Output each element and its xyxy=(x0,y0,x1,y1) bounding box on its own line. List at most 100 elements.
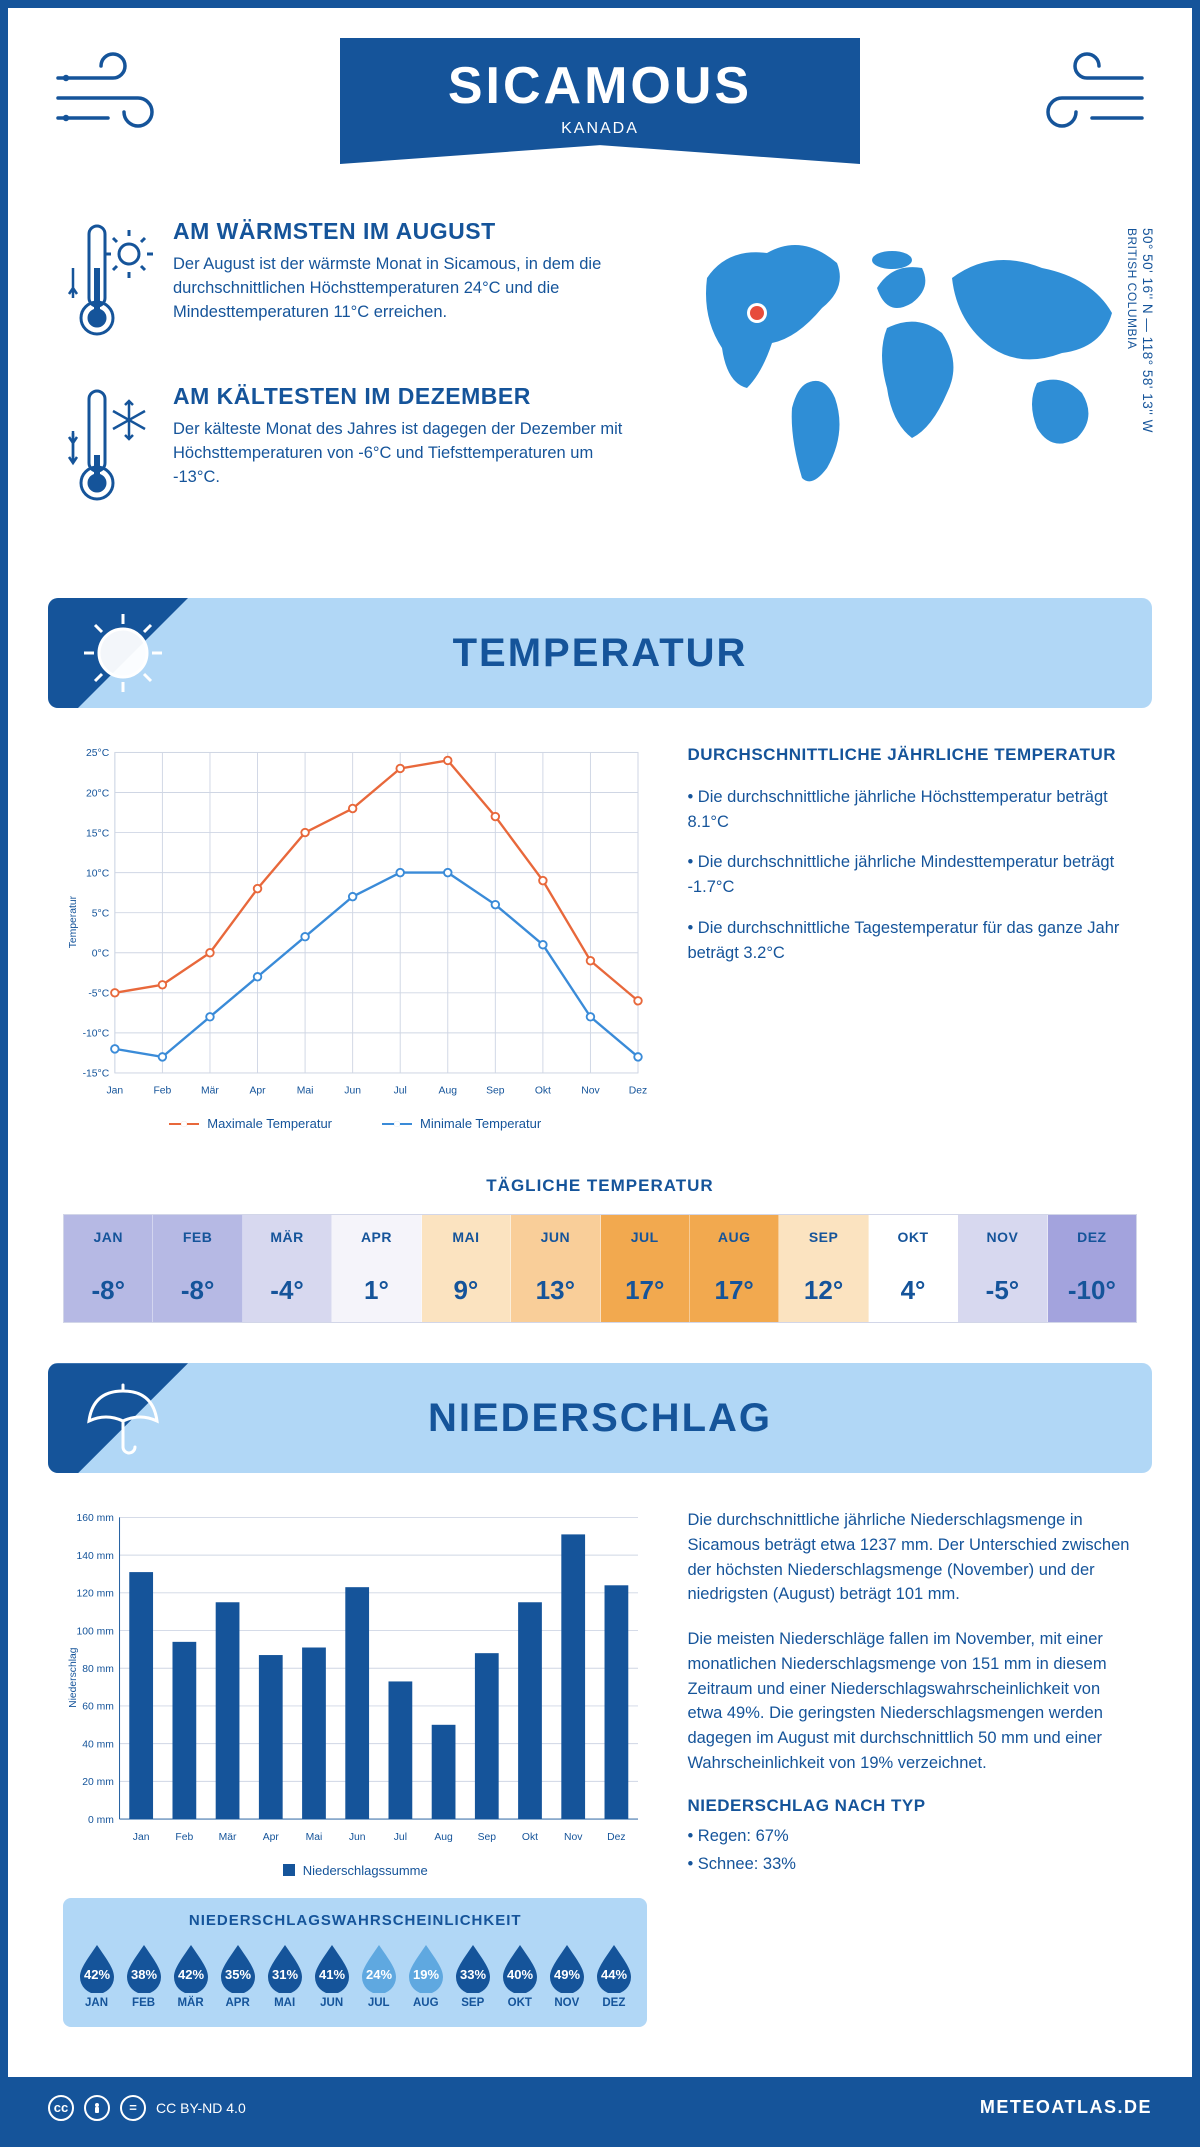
svg-text:80 mm: 80 mm xyxy=(82,1664,114,1675)
coldest-title: AM KÄLTESTEN IM DEZEMBER xyxy=(173,383,637,410)
coldest-text: Der kälteste Monat des Jahres ist dagege… xyxy=(173,418,637,490)
daily-cell: JUN13° xyxy=(511,1215,600,1322)
svg-text:Dez: Dez xyxy=(629,1086,647,1097)
precip-summary: Die durchschnittliche jährliche Niedersc… xyxy=(687,1508,1137,2026)
svg-text:-15°C: -15°C xyxy=(83,1069,110,1080)
coordinates: 50° 50' 16'' N — 118° 58' 13'' W BRITISH… xyxy=(1125,228,1155,433)
daily-cell: JUL17° xyxy=(601,1215,690,1322)
svg-text:Jun: Jun xyxy=(344,1086,361,1097)
region-text: BRITISH COLUMBIA xyxy=(1125,228,1139,349)
svg-text:31%: 31% xyxy=(272,1967,298,1982)
svg-text:Aug: Aug xyxy=(434,1832,453,1843)
svg-text:Jun: Jun xyxy=(349,1832,366,1843)
prob-drop: 42%MÄR xyxy=(170,1941,212,2009)
temperature-title: TEMPERATUR xyxy=(453,631,748,676)
svg-text:Feb: Feb xyxy=(153,1086,171,1097)
warmest-block: AM WÄRMSTEN IM AUGUST Der August ist der… xyxy=(63,218,637,353)
precip-chart: Niederschlag0 mm20 mm40 mm60 mm80 mm100 … xyxy=(63,1508,647,1877)
daily-temp-title: TÄGLICHE TEMPERATUR xyxy=(8,1176,1192,1196)
prob-drop: 33%SEP xyxy=(452,1941,494,2009)
svg-text:-10°C: -10°C xyxy=(83,1029,110,1040)
svg-text:Niederschlag: Niederschlag xyxy=(68,1647,79,1708)
world-map: 50° 50' 16'' N — 118° 58' 13'' W BRITISH… xyxy=(667,218,1137,548)
svg-text:Sep: Sep xyxy=(478,1832,497,1843)
temperature-chart: Temperatur-15°C-10°C-5°C0°C5°C10°C15°C20… xyxy=(63,743,647,1131)
precip-p1: Die durchschnittliche jährliche Niedersc… xyxy=(687,1508,1137,1607)
precip-probability-box: NIEDERSCHLAGSWAHRSCHEINLICHKEIT 42%JAN38… xyxy=(63,1898,647,2027)
prob-drop: 42%JAN xyxy=(76,1941,118,2009)
svg-text:Sep: Sep xyxy=(486,1086,505,1097)
svg-text:Jul: Jul xyxy=(394,1086,407,1097)
nd-icon: = xyxy=(120,2095,146,2121)
prob-drop: 49%NOV xyxy=(546,1941,588,2009)
daily-cell: DEZ-10° xyxy=(1048,1215,1136,1322)
svg-text:42%: 42% xyxy=(178,1967,204,1982)
prob-drop: 35%APR xyxy=(217,1941,259,2009)
city-name: SICAMOUS xyxy=(340,56,860,116)
svg-text:Temperatur: Temperatur xyxy=(68,895,79,948)
umbrella-icon xyxy=(78,1373,168,1463)
svg-text:0°C: 0°C xyxy=(92,949,110,960)
daily-cell: OKT4° xyxy=(869,1215,958,1322)
warmest-title: AM WÄRMSTEN IM AUGUST xyxy=(173,218,637,245)
svg-text:38%: 38% xyxy=(131,1967,157,1982)
page-container: SICAMOUS KANADA AM WÄRMSTEN IM AUGUST De… xyxy=(0,0,1200,2147)
footer: cc = CC BY-ND 4.0 METEOATLAS.DE xyxy=(8,2077,1192,2139)
precip-p2: Die meisten Niederschläge fallen im Nove… xyxy=(687,1627,1137,1776)
svg-text:100 mm: 100 mm xyxy=(76,1627,113,1638)
prob-drop: 38%FEB xyxy=(123,1941,165,2009)
svg-text:40 mm: 40 mm xyxy=(82,1740,114,1751)
svg-text:160 mm: 160 mm xyxy=(76,1513,113,1524)
svg-text:24%: 24% xyxy=(366,1967,392,1982)
precip-header: NIEDERSCHLAG xyxy=(48,1363,1152,1473)
svg-text:Feb: Feb xyxy=(175,1832,193,1843)
svg-text:Okt: Okt xyxy=(535,1086,551,1097)
legend-max: Maximale Temperatur xyxy=(207,1116,332,1131)
daily-temp-table: JAN-8°FEB-8°MÄR-4°APR1°MAI9°JUN13°JUL17°… xyxy=(63,1214,1137,1323)
svg-text:44%: 44% xyxy=(601,1967,627,1982)
svg-text:Mär: Mär xyxy=(201,1086,219,1097)
prob-drop: 19%AUG xyxy=(405,1941,447,2009)
license-block: cc = CC BY-ND 4.0 xyxy=(48,2095,246,2121)
prob-drop: 24%JUL xyxy=(358,1941,400,2009)
cc-icon: cc xyxy=(48,2095,74,2121)
svg-text:Nov: Nov xyxy=(564,1832,583,1843)
svg-text:20°C: 20°C xyxy=(86,788,110,799)
precip-legend: Niederschlagssumme xyxy=(63,1863,647,1878)
svg-text:33%: 33% xyxy=(460,1967,486,1982)
svg-text:Okt: Okt xyxy=(522,1832,538,1843)
header: SICAMOUS KANADA xyxy=(8,8,1192,208)
svg-text:20 mm: 20 mm xyxy=(82,1777,114,1788)
by-icon xyxy=(84,2095,110,2121)
svg-text:19%: 19% xyxy=(413,1967,439,1982)
wind-icon xyxy=(1012,48,1152,148)
thermometer-cold-icon xyxy=(63,383,153,518)
svg-text:120 mm: 120 mm xyxy=(76,1589,113,1600)
daily-cell: SEP12° xyxy=(779,1215,868,1322)
legend-min: Minimale Temperatur xyxy=(420,1116,541,1131)
precip-title: NIEDERSCHLAG xyxy=(428,1396,772,1441)
svg-text:10°C: 10°C xyxy=(86,868,110,879)
brand-name: METEOATLAS.DE xyxy=(980,2097,1152,2118)
prob-drop: 41%JUN xyxy=(311,1941,353,2009)
warmest-text: Der August ist der wärmste Monat in Sica… xyxy=(173,253,637,325)
daily-cell: MAI9° xyxy=(422,1215,511,1322)
sun-icon xyxy=(78,608,168,698)
daily-cell: FEB-8° xyxy=(153,1215,242,1322)
thermometer-hot-icon xyxy=(63,218,153,353)
prob-title: NIEDERSCHLAGSWAHRSCHEINLICHKEIT xyxy=(73,1912,637,1929)
svg-text:Dez: Dez xyxy=(607,1832,625,1843)
svg-text:25°C: 25°C xyxy=(86,748,110,759)
precip-legend-label: Niederschlagssumme xyxy=(303,1863,428,1878)
svg-text:15°C: 15°C xyxy=(86,828,110,839)
svg-text:Mär: Mär xyxy=(219,1832,237,1843)
prob-drop: 44%DEZ xyxy=(593,1941,635,2009)
daily-cell: JAN-8° xyxy=(64,1215,153,1322)
svg-text:Mai: Mai xyxy=(297,1086,314,1097)
svg-text:40%: 40% xyxy=(507,1967,533,1982)
coords-text: 50° 50' 16'' N — 118° 58' 13'' W xyxy=(1140,228,1155,433)
prob-drop: 40%OKT xyxy=(499,1941,541,2009)
temperature-legend: Maximale Temperatur Minimale Temperatur xyxy=(63,1116,647,1131)
svg-text:-5°C: -5°C xyxy=(88,989,109,1000)
temperature-summary: DURCHSCHNITTLICHE JÄHRLICHE TEMPERATUR •… xyxy=(687,743,1137,1131)
